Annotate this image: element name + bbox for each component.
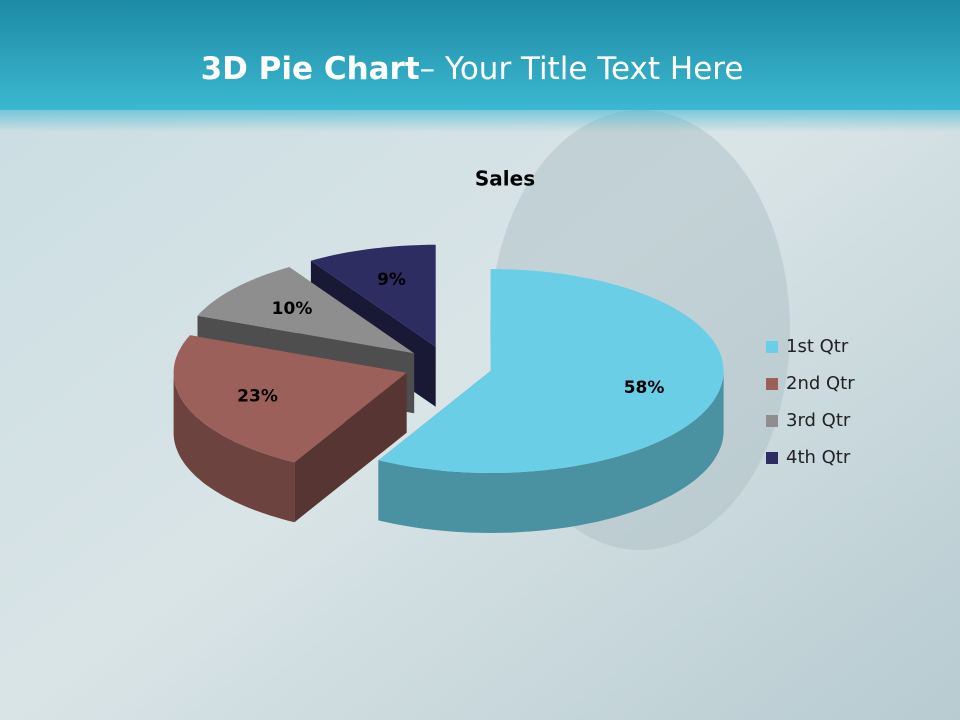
- legend-label: 4th Qtr: [786, 447, 851, 468]
- slice-wall: [378, 371, 724, 533]
- legend-swatch: [766, 415, 778, 427]
- data-label: 10%: [272, 299, 313, 319]
- title-rest: – Your Title Text Here: [420, 51, 744, 87]
- slice: [197, 267, 415, 354]
- legend-swatch: [766, 341, 778, 353]
- chart-title: Sales: [475, 167, 535, 191]
- slice: [310, 244, 436, 347]
- legend-swatch: [766, 378, 778, 390]
- plot: 58% 23% 10% 9% 1st Qtr 2nd Qtr 3rd Qtr 4th Qtr: [173, 244, 855, 533]
- data-label: 9%: [377, 270, 406, 290]
- data-label: 58%: [624, 378, 665, 398]
- legend-label: 1st Qtr: [786, 336, 849, 357]
- header-fade: [0, 110, 960, 132]
- slice-wall: [173, 372, 295, 523]
- slice: [173, 335, 407, 463]
- data-label: 23%: [237, 386, 278, 406]
- slice: [378, 269, 724, 473]
- legend-label: 3rd Qtr: [786, 410, 851, 431]
- legend-label: 2nd Qtr: [786, 373, 855, 394]
- title-bold: 3D Pie Chart: [201, 51, 420, 87]
- slide-title: 3D Pie Chart– Your Title Text Here: [201, 51, 744, 87]
- header-band: [0, 0, 960, 110]
- legend-swatch: [766, 452, 778, 464]
